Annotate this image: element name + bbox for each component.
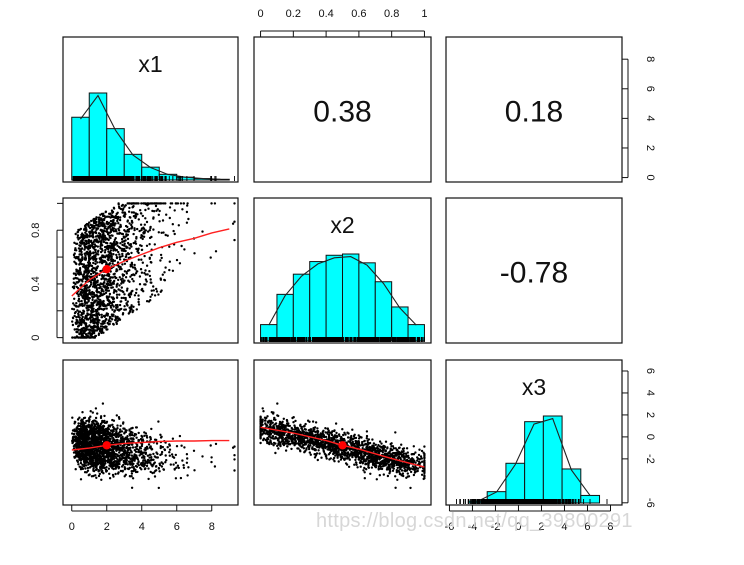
rug-x1 [72,176,235,181]
histogram-bar-x3 [542,415,563,504]
histogram-bar-x2 [276,293,294,342]
top-axis-tick-label: 0.4 [318,8,333,20]
bottom-axis-tick-label-x3: 2 [538,521,544,533]
axis-ticks: 0 0.2 0.4 0.6 0.8 1 0 2 4 6 8 -6 -4 -2 0 2 4 6 8 0 0.4 0.8 0 2 4… [30,8,656,533]
bottom-axis-tick-label-x1: 0 [69,521,75,533]
density-curve-x2 [268,256,417,326]
left-axis-tick-label: 0 [30,335,42,341]
right-axis-tick-label-counts: 2 [644,145,656,151]
bottom-axis-tick-label-x3: -4 [468,521,478,533]
panel-frame-2-1 [62,197,239,344]
rug-x2 [260,337,425,342]
density-curve-x3 [477,417,591,502]
bottom-axis-tick-label-x1: 4 [139,521,145,533]
top-axis-tick-label: 0 [257,8,263,20]
bottom-axis-tick-label-x1: 2 [104,521,110,533]
variable-label-x3: x3 [522,374,546,400]
fit-x1-x3-line [71,439,230,451]
right-axis-tick-label-counts: 8 [644,56,656,62]
variable-label-x2: x2 [330,212,354,238]
histogram-bar-x2 [292,273,311,342]
histogram-bar-x2 [374,281,393,342]
right-axis-tick-label-counts: 6 [644,86,656,92]
histogram-bar-x2 [325,254,344,342]
panel-frame-3-1 [62,359,239,506]
panel-frame-1-3 [445,36,623,183]
variable-label-x1: x1 [138,51,162,77]
panel-frame-2-3 [445,197,623,344]
correlation-x1-x3: 0.18 [505,96,563,129]
histogram-bar-x2 [342,253,360,342]
bottom-axis-tick-label-x3: 6 [584,521,590,533]
bottom-axis-tick-label-x3: -2 [491,521,501,533]
bottom-axis-tick-label-x1: 8 [209,521,215,533]
histogram-bar-x1 [106,128,125,181]
top-axis-tick-label: 0.6 [351,8,366,20]
watermark-text: https://blog.csdn.net/qq_39800291 [316,510,633,532]
histogram-bar-x3 [505,462,526,504]
right-axis-tick-label-x3: 6 [644,368,656,374]
panel-frame-1-1 [62,36,239,183]
scatter-x2-x3 [259,402,426,490]
panel-content: x1 x2 x3 0.38 0.18 -0.78 [71,51,608,504]
right-axis-tick-label-x3: 4 [644,390,656,396]
top-axis-tick-label: 0.8 [384,8,399,20]
left-axis-tick-label: 0.4 [30,276,42,291]
histogram-bar-x2 [391,306,409,342]
right-axis-tick-label-x3: 0 [644,434,656,440]
right-axis-tick-label-counts: 4 [644,115,656,121]
rug-x3 [456,499,608,504]
bottom-axis-tick-label-x1: 6 [174,521,180,533]
panel-frame-3-3 [445,359,623,506]
histogram-bar-x3 [524,421,544,504]
top-axis-tick-label: 0.2 [286,8,301,20]
fit-x2-x3-center-point [338,441,347,450]
scatter-x1-x2 [71,202,236,339]
histogram-bar-x1 [88,92,108,181]
bottom-axis-tick-label-x3: 8 [607,521,613,533]
fit-x1-x3-center-point [102,441,111,450]
right-axis-tick-label-x3: -6 [644,498,656,508]
scatter-x1-x3 [71,402,236,490]
panel-frame-3-2 [253,359,432,506]
right-axis-tick-label-x3: 2 [644,412,656,418]
density-curve-x1 [80,94,221,180]
right-axis-tick-label-x3: -2 [644,454,656,464]
bottom-axis-tick-label-x3: 0 [515,521,521,533]
correlation-x1-x2: 0.38 [313,96,371,129]
correlation-x2-x3: -0.78 [500,257,568,290]
panel-frame-2-2 [253,197,432,344]
histogram-bar-x2 [309,261,327,342]
bottom-axis-tick-label-x3: -6 [445,521,455,533]
right-axis-tick-label-counts: 0 [644,174,656,180]
bottom-axis-tick-label-x3: 4 [561,521,567,533]
panel-frames [62,36,623,506]
histogram-bar-x2 [358,262,376,342]
fit-x1-x2-line [71,228,230,297]
histogram-bar-x1 [71,116,90,181]
top-axis-tick-label: 1 [421,8,427,20]
panel-frame-1-2 [253,36,432,183]
histogram-bar-x3 [561,468,582,504]
fit-x1-x2-center-point [102,264,111,274]
left-axis-tick-label: 0.8 [30,223,42,238]
